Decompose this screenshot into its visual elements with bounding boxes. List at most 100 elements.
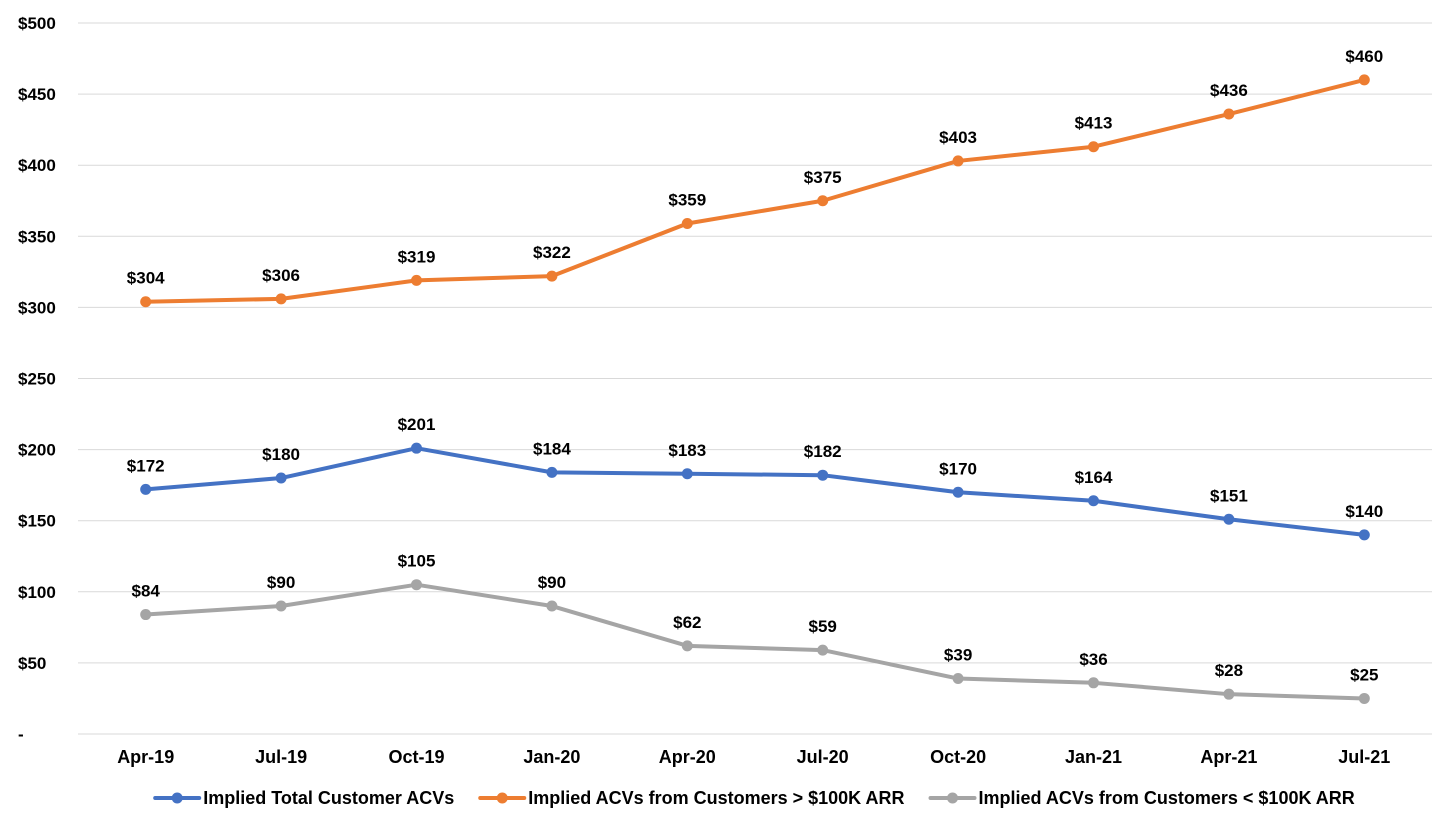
y-tick-label: $200 [18,441,56,460]
data-point [817,469,829,481]
data-point [681,218,693,230]
data-label: $39 [944,646,972,665]
data-point [1088,677,1099,689]
data-point [411,274,422,286]
data-point [140,296,152,308]
legend-item: Implied Total Customer ACVs [153,788,454,808]
data-point [140,609,152,621]
data-point [1223,688,1235,700]
y-tick-label: - [18,725,24,744]
x-tick-label: Apr-19 [117,747,174,767]
x-tick-label: Jul-21 [1338,747,1390,767]
data-label: $28 [1215,661,1243,680]
data-label: $413 [1075,114,1113,133]
series-line [143,77,1367,304]
data-point [140,483,152,495]
series-line [143,582,1367,701]
data-point [681,640,693,652]
y-tick-label: $400 [18,156,56,175]
data-label: $84 [132,582,161,601]
series-1 [140,442,1370,541]
data-point [952,486,964,498]
data-point [275,293,287,305]
y-tick-label: $300 [18,298,56,317]
data-point [546,270,558,282]
data-point [952,155,964,167]
data-point [1223,513,1235,525]
x-tick-label: Jan-21 [1065,747,1122,767]
data-point [546,466,558,478]
data-label: $375 [804,168,842,187]
data-label: $90 [538,573,566,592]
legend: Implied Total Customer ACVs Implied ACVs … [153,788,1355,808]
x-tick-label: Oct-19 [388,747,444,767]
legend-label: Implied Total Customer ACVs [203,788,454,808]
data-label: $59 [809,617,837,636]
data-point [1358,692,1370,704]
legend-item: Implied ACVs from Customers < $100K ARR [928,788,1355,808]
data-label: $180 [262,445,300,464]
data-label: $359 [668,191,706,210]
x-tick-label: Oct-20 [930,747,986,767]
data-label: $164 [1075,468,1113,487]
data-point [1088,495,1099,507]
x-tick-label: Jul-19 [255,747,307,767]
data-label: $151 [1210,486,1248,505]
data-point [1223,108,1235,120]
data-label: $184 [533,439,571,458]
y-tick-label: $150 [18,512,56,531]
data-label: $170 [939,459,977,478]
data-point [952,673,964,685]
data-label: $183 [668,441,706,460]
data-point [681,468,693,480]
y-tick-label: $350 [18,227,56,246]
legend-label: Implied ACVs from Customers > $100K ARR [528,788,904,808]
data-point [546,600,558,612]
data-point [1088,141,1099,153]
data-label: $140 [1345,502,1383,521]
legend-swatch-marker [171,792,183,804]
data-label: $172 [127,456,165,475]
y-tick-label: $250 [18,370,56,389]
data-label: $304 [127,269,165,288]
data-point [275,600,287,612]
y-tick-label: $450 [18,85,56,104]
gridlines [78,22,1432,735]
data-label: $306 [262,266,300,285]
y-tick-label: $500 [18,14,56,33]
data-label: $436 [1210,81,1248,100]
y-tick-label: $50 [18,654,46,673]
data-label: $25 [1350,665,1378,684]
y-axis-tick-labels: - $50 $100 $150 $200 $250 $300 $350 $400 $450 $500 [18,14,56,744]
data-label: $36 [1079,650,1107,669]
data-point [817,644,829,656]
legend-label: Implied ACVs from Customers < $100K ARR [979,788,1355,808]
x-axis-tick-labels: Apr-19 Jul-19 Oct-19 Jan-20 Apr-20 Jul-20 Oct-… [117,747,1390,767]
data-label: $319 [398,247,436,266]
series-lines [140,74,1370,704]
data-point [275,472,287,484]
legend-swatch-marker [947,792,959,804]
y-tick-label: $100 [18,583,56,602]
data-point [411,442,422,454]
data-labels: $172 $180 $201 $184 $183 $182 $170 $164 $151 $140… [127,47,1383,685]
data-point [1358,74,1370,86]
data-point [817,195,829,207]
data-label: $62 [673,613,701,632]
data-label: $322 [533,243,571,262]
legend-item: Implied ACVs from Customers > $100K ARR [478,788,905,808]
x-tick-label: Apr-20 [659,747,716,767]
series-3 [140,579,1370,704]
data-label: $460 [1345,47,1383,66]
data-label: $201 [398,415,436,434]
data-label: $90 [267,573,295,592]
x-tick-label: Jul-20 [797,747,849,767]
data-label: $182 [804,442,842,461]
legend-swatch-marker [496,792,508,804]
series-2 [140,74,1370,308]
series-line [143,446,1367,537]
data-label: $403 [939,128,977,147]
data-point [1358,529,1370,541]
